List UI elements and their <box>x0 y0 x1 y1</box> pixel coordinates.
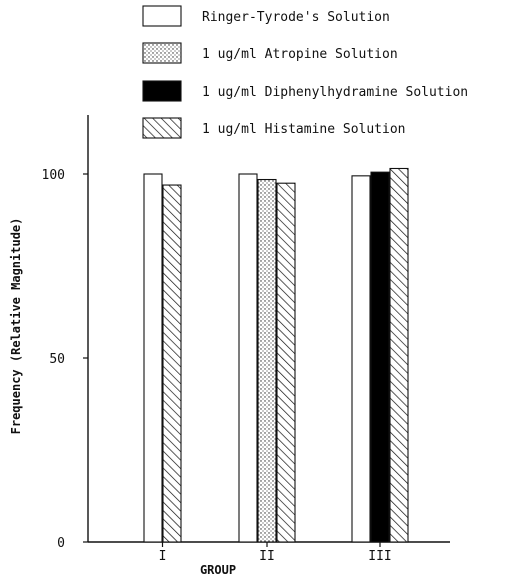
bar <box>351 175 371 543</box>
legend: Ringer-Tyrode's Solution 1 ug/ml Atropine… <box>142 5 468 139</box>
y-axis-title: Frequency (Relative Magnitude) <box>9 218 23 435</box>
legend-label: 1 ug/ml Histamine Solution <box>202 122 406 137</box>
legend-label: Ringer-Tyrode's Solution <box>202 10 390 25</box>
bar <box>257 178 277 543</box>
legend-swatch <box>142 42 182 64</box>
legend-swatch <box>142 80 182 102</box>
y-tick-label: 0 <box>57 536 65 551</box>
legend-swatch <box>142 117 182 139</box>
x-ticks: I II III <box>159 542 392 564</box>
x-tick-label: III <box>368 549 391 564</box>
legend-label: 1 ug/ml Atropine Solution <box>202 47 398 62</box>
y-tick-label: 100 <box>42 168 65 183</box>
x-tick-label: II <box>259 549 275 564</box>
x-axis-title: GROUP <box>200 563 236 577</box>
y-ticks: 0 50 100 <box>42 168 88 551</box>
bars <box>143 167 409 543</box>
legend-label: 1 ug/ml Diphenylhydramine Solution <box>202 85 468 100</box>
bar <box>389 167 409 543</box>
bar <box>162 184 182 543</box>
bar <box>276 182 296 543</box>
bar <box>238 173 258 543</box>
x-tick-label: I <box>159 549 167 564</box>
y-tick-label: 50 <box>49 352 65 367</box>
legend-swatch <box>142 5 182 27</box>
bar <box>143 173 163 543</box>
bar <box>370 171 390 543</box>
